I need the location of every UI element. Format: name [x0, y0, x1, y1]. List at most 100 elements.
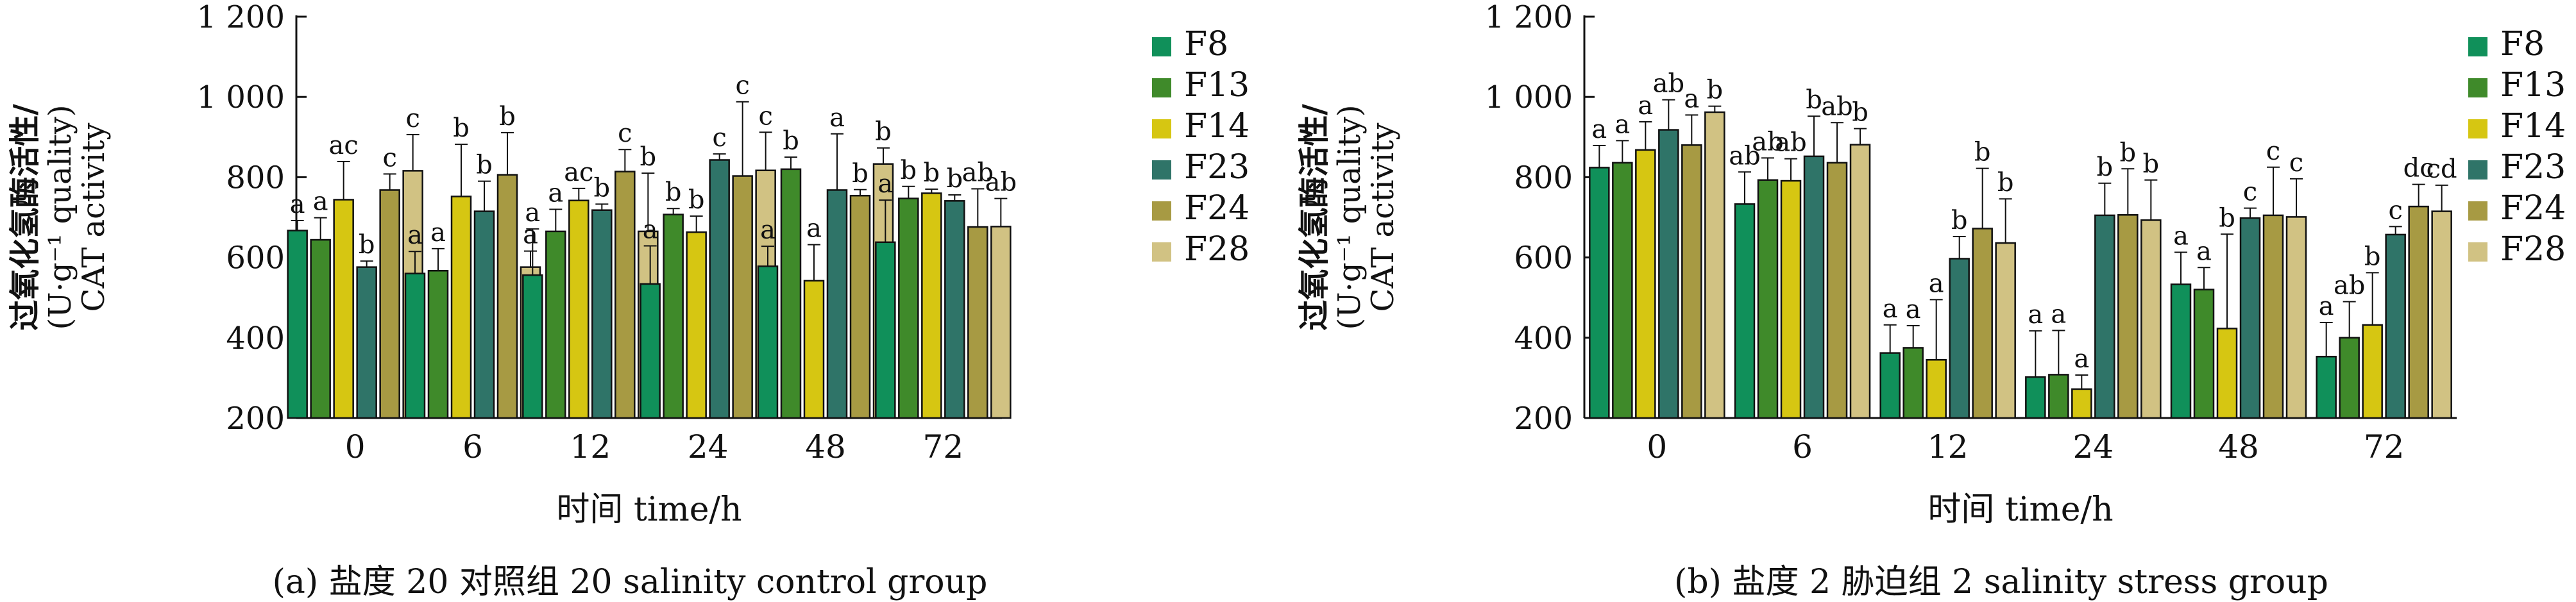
x-tick-label: 0 [345, 428, 366, 465]
y-axis-title-line: (U·g⁻¹ quality) [1332, 105, 1368, 330]
significance-label: b [453, 113, 470, 143]
panel-caption: (b) 盐度 2 胁迫组 2 salinity stress group [1674, 563, 2328, 601]
bar [826, 189, 848, 419]
significance-label: c [758, 101, 772, 131]
significance-label: c [405, 104, 419, 133]
bar [404, 272, 426, 419]
significance-label: a [1638, 91, 1653, 121]
legend-swatch [2468, 201, 2487, 221]
bar [2071, 388, 2092, 419]
bar [1879, 352, 1901, 419]
significance-label: ab [985, 168, 1017, 197]
bar [522, 274, 543, 419]
bar [1612, 162, 1633, 419]
x-tick-label: 24 [688, 428, 729, 465]
y-tick-label: 400 [226, 321, 285, 356]
y-tick-label: 600 [1514, 240, 1573, 276]
y-tick-label: 800 [1514, 160, 1573, 196]
x-axis-title: 时间 time/h [556, 490, 741, 529]
significance-label: c [712, 123, 726, 153]
significance-label: b [2143, 149, 2160, 179]
significance-label: ab [1653, 69, 1684, 99]
bar [732, 175, 753, 419]
legend-label: F14 [1184, 107, 1250, 146]
legend-label: F24 [1184, 189, 1250, 228]
significance-label: b [783, 126, 799, 156]
legend-label: F8 [1184, 25, 1228, 63]
chart-panel-a: 200 400 600 800 1 000 1 200 过氧化氢酶活性/(U·g⁻¹ qua… [7, 0, 1250, 601]
significance-label: ac [329, 131, 359, 160]
significance-label: c [382, 143, 396, 172]
significance-label: a [430, 218, 446, 247]
bar [1995, 242, 2016, 419]
bar [2094, 214, 2115, 419]
legend-label: F28 [2500, 230, 2566, 269]
x-tick-label: 48 [805, 428, 846, 465]
bar [1926, 358, 1947, 419]
significance-label: ab [1752, 127, 1783, 156]
bar [1734, 203, 1756, 419]
significance-label: b [1852, 98, 1868, 128]
legend-label: F13 [1184, 66, 1250, 105]
significance-label: c [2243, 178, 2257, 207]
y-axis-title-line: CAT activity [76, 122, 112, 312]
legend-swatch [1152, 78, 1171, 97]
y-tick-label: 400 [1514, 321, 1573, 356]
bar [780, 168, 802, 419]
significance-label: b [688, 185, 705, 215]
bar [803, 280, 825, 419]
x-axis-title: 时间 time/h [1928, 490, 2113, 529]
bar [473, 210, 495, 419]
significance-label: c [618, 119, 632, 148]
bar [2140, 219, 2162, 419]
y-tick-label: 600 [226, 240, 285, 276]
bar [1902, 347, 1924, 419]
x-tick-label: 6 [462, 428, 483, 465]
significance-label: a [760, 215, 775, 245]
bar [2408, 205, 2429, 419]
significance-label: b [499, 102, 516, 131]
bar [287, 230, 308, 419]
bar [1972, 228, 1993, 419]
significance-label: ab [1821, 92, 1852, 121]
bar [1658, 129, 1679, 419]
chart-panel-b: 200 400 600 800 1 000 1 200 过氧化氢酶活性/(U·g⁻¹ qua… [1296, 0, 2566, 601]
x-tick-label: 0 [1647, 428, 1667, 465]
bar [1826, 162, 1848, 419]
significance-label: a [829, 103, 845, 133]
bar [663, 213, 684, 419]
bar [2431, 210, 2452, 419]
significance-label: b [476, 151, 493, 180]
significance-label: c [735, 71, 749, 101]
significance-label: b [924, 158, 940, 188]
significance-label: b [359, 230, 375, 260]
significance-label: a [2028, 300, 2043, 330]
significance-label: b [947, 164, 963, 194]
bar [1803, 155, 1825, 419]
significance-label: b [1806, 85, 1822, 115]
bar [875, 241, 896, 419]
bar [1681, 144, 1702, 419]
bar [640, 283, 661, 419]
significance-label: c [2289, 148, 2303, 178]
bar [2262, 214, 2284, 419]
significance-label: b [875, 117, 892, 147]
y-tick-label: 200 [226, 401, 285, 437]
bar [2193, 288, 2215, 419]
bar [1949, 258, 1970, 419]
legend-label: F24 [2500, 189, 2566, 228]
y-axis-title-line: 过氧化氢酶活性/ [1296, 104, 1332, 331]
significance-label: ac [564, 158, 593, 187]
legend-swatch [1152, 37, 1171, 56]
significance-label: b [2097, 153, 2114, 182]
bar [2362, 324, 2383, 419]
bar [898, 197, 919, 419]
x-tick-label: 72 [923, 428, 964, 465]
bar [379, 189, 400, 419]
significance-label: a [2319, 292, 2334, 321]
bar [427, 270, 449, 419]
bar [450, 196, 472, 419]
significance-label: b [2120, 138, 2137, 167]
